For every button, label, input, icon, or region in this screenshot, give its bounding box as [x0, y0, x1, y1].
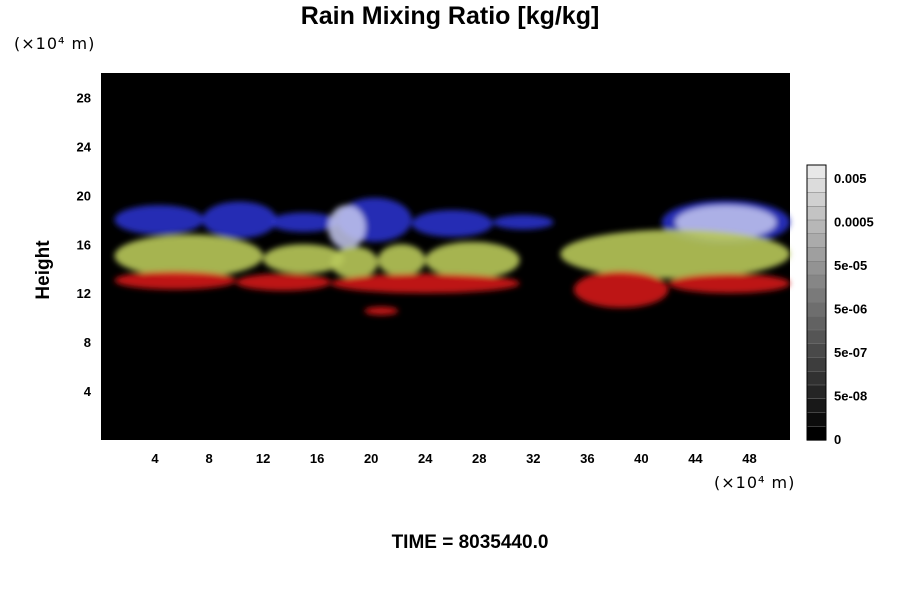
- rain-field-blob: [364, 306, 399, 316]
- colorbar-label: 0.0005: [834, 215, 874, 230]
- colorbar-swatch: [806, 274, 827, 290]
- y-tick-label: 8: [84, 335, 91, 350]
- colorbar-swatch: [806, 178, 827, 194]
- colorbar-swatch: [806, 426, 827, 441]
- x-tick-label: 12: [256, 451, 270, 466]
- rain-field-blob: [327, 205, 366, 250]
- rain-field-blob: [425, 241, 520, 279]
- rain-field-blob: [560, 229, 791, 279]
- colorbar-label: 5e-08: [834, 389, 867, 404]
- rain-field-blob: [114, 205, 204, 235]
- x-tick-label: 24: [418, 451, 433, 466]
- x-tick-label: 44: [688, 451, 703, 466]
- x-tick-label: 28: [472, 451, 486, 466]
- rain-field-blob: [114, 271, 237, 290]
- rain-field-blob: [114, 234, 264, 278]
- colorbar-swatch: [806, 219, 827, 235]
- y-tick-label: 24: [77, 139, 92, 154]
- colorbar-swatch: [806, 247, 827, 262]
- rain-field-blob: [573, 271, 669, 308]
- x-tick-label: 8: [205, 451, 212, 466]
- rain-field-blob: [377, 244, 426, 277]
- colorbar-swatch: [806, 288, 827, 304]
- x-tick-label: 40: [634, 451, 648, 466]
- rain-field-blob: [492, 214, 554, 230]
- colorbar-swatch: [806, 206, 827, 221]
- colorbar-frame: [806, 164, 827, 441]
- colorbar-label: 5e-05: [834, 258, 867, 273]
- colorbar-swatch: [806, 329, 827, 345]
- rain-field-blob: [330, 246, 378, 279]
- colorbar-swatch: [806, 343, 827, 359]
- rain-field-blob: [411, 210, 493, 237]
- y-tick-label: 20: [77, 188, 91, 203]
- colorbar-swatch: [806, 412, 827, 427]
- rain-field-blob: [330, 273, 520, 294]
- rain-field-blob: [269, 212, 338, 233]
- x-tick-label: 36: [580, 451, 594, 466]
- colorbar-label: 0.005: [834, 171, 867, 186]
- colorbar-label: 5e-06: [834, 302, 867, 317]
- x-tick-label: 20: [364, 451, 378, 466]
- rain-field-blob: [668, 273, 790, 294]
- x-tick-label: 16: [310, 451, 324, 466]
- y-tick-label: 12: [77, 286, 91, 301]
- colorbar-label: 5e-07: [834, 345, 867, 360]
- y-tick-label: 16: [77, 237, 91, 252]
- colorbar-swatch: [806, 384, 827, 400]
- chart-title: Rain Mixing Ratio [kg/kg]: [300, 2, 600, 30]
- y-tick-label: 4: [84, 384, 92, 399]
- x-tick-label: 32: [526, 451, 540, 466]
- rain-field-blob: [263, 244, 345, 274]
- y-axis-unit: (×10⁴ m): [14, 34, 96, 53]
- colorbar-swatch: [806, 371, 827, 386]
- colorbar-swatch: [806, 316, 827, 331]
- rain-field-blob: [236, 273, 331, 291]
- x-axis-unit: (×10⁴ m): [714, 473, 796, 492]
- colorbar-swatch: [806, 357, 827, 372]
- colorbar-swatch: [806, 261, 827, 276]
- colorbar-swatch: [806, 302, 827, 317]
- colorbar-swatch: [806, 398, 827, 414]
- colorbar-label: 0: [834, 432, 841, 447]
- colorbar-swatch: [806, 164, 827, 180]
- y-tick-label: 28: [77, 90, 91, 105]
- x-tick-label: 4: [151, 451, 159, 466]
- colorbar-swatch: [806, 233, 827, 249]
- x-tick-label: 48: [742, 451, 756, 466]
- rain-field-blob: [202, 201, 277, 239]
- time-readout: TIME = 8035440.0: [391, 532, 549, 553]
- colorbar-swatch: [806, 192, 827, 207]
